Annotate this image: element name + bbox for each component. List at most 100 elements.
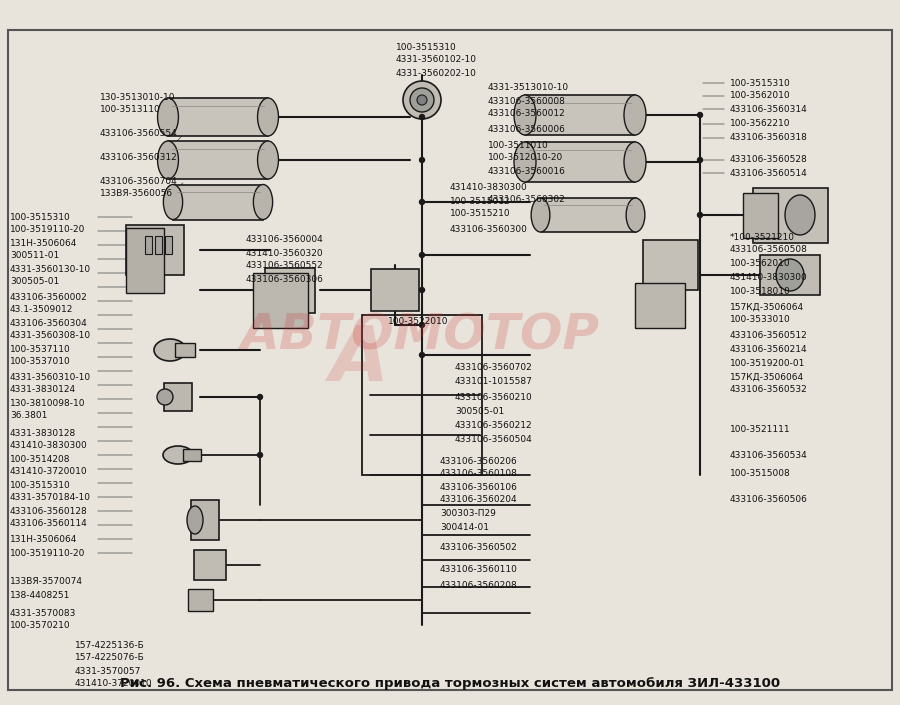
Circle shape <box>698 212 703 218</box>
Text: 100-3515008: 100-3515008 <box>730 469 791 477</box>
Circle shape <box>257 395 263 400</box>
Ellipse shape <box>785 195 815 235</box>
Text: 431410-3560320: 431410-3560320 <box>246 248 324 257</box>
Text: 100-3537010: 100-3537010 <box>10 357 71 367</box>
Bar <box>145 236 151 254</box>
Text: 431410-3830300: 431410-3830300 <box>730 273 808 281</box>
Text: 4331-3570083: 4331-3570083 <box>10 608 76 618</box>
Bar <box>362 315 482 475</box>
Text: 4331-3560202-10: 4331-3560202-10 <box>396 68 477 78</box>
Text: 100-3570210: 100-3570210 <box>10 622 70 630</box>
Text: 433106-3560304: 433106-3560304 <box>10 319 88 328</box>
Text: 100-3518010: 100-3518010 <box>730 286 791 295</box>
Bar <box>187 589 212 611</box>
Text: 433106-3560210: 433106-3560210 <box>455 393 533 402</box>
Text: 100-3519110-20: 100-3519110-20 <box>10 548 86 558</box>
Text: *100-3521210: *100-3521210 <box>730 233 795 242</box>
Text: 100-3562010: 100-3562010 <box>730 259 790 269</box>
Text: 138-4408251: 138-4408251 <box>10 591 70 599</box>
Text: 4331-3513010-10: 4331-3513010-10 <box>488 83 569 92</box>
Ellipse shape <box>154 339 186 361</box>
Text: 157-4225076-Б: 157-4225076-Б <box>75 654 145 663</box>
Text: 133ВЯ-3560056: 133ВЯ-3560056 <box>100 190 173 199</box>
Text: 300303-П29: 300303-П29 <box>440 508 496 517</box>
Text: 4331-3570184-10: 4331-3570184-10 <box>10 493 91 503</box>
Ellipse shape <box>410 88 434 112</box>
Ellipse shape <box>624 142 646 182</box>
Text: 133ВЯ-3570074: 133ВЯ-3570074 <box>10 577 83 587</box>
Ellipse shape <box>187 506 203 534</box>
Text: 130-3513010-10: 130-3513010-10 <box>100 92 176 102</box>
Circle shape <box>419 288 425 293</box>
Text: 433106-3560208: 433106-3560208 <box>440 580 517 589</box>
Ellipse shape <box>157 389 173 405</box>
Bar <box>173 185 263 219</box>
Text: 100-3515210: 100-3515210 <box>450 209 510 219</box>
Circle shape <box>419 252 425 257</box>
Text: 157-4225136-Б: 157-4225136-Б <box>75 641 145 649</box>
Ellipse shape <box>776 259 804 291</box>
Text: 100-3519110-20: 100-3519110-20 <box>10 226 86 235</box>
Text: 433106-3560106: 433106-3560106 <box>440 482 517 491</box>
Text: 43.1-3509012: 43.1-3509012 <box>10 305 74 314</box>
Text: 433106-3560528: 433106-3560528 <box>730 156 808 164</box>
Text: 4331-3560308-10: 4331-3560308-10 <box>10 331 91 341</box>
Text: 433106-3560506: 433106-3560506 <box>730 496 808 505</box>
Ellipse shape <box>163 446 193 464</box>
Bar <box>253 273 308 328</box>
Ellipse shape <box>624 95 646 135</box>
Bar <box>126 228 164 293</box>
Text: 431410-3720010: 431410-3720010 <box>75 680 153 689</box>
Circle shape <box>419 322 425 328</box>
Text: 433106-3560306: 433106-3560306 <box>246 274 324 283</box>
Bar <box>155 236 161 254</box>
Ellipse shape <box>257 98 278 136</box>
Circle shape <box>419 352 425 357</box>
Text: 433106-3560008: 433106-3560008 <box>488 97 566 106</box>
Bar <box>635 283 685 328</box>
Text: 433106-3560214: 433106-3560214 <box>730 345 807 353</box>
Text: 433106-3560508: 433106-3560508 <box>730 245 808 255</box>
Text: 100-3537110: 100-3537110 <box>10 345 71 353</box>
Bar <box>168 141 268 179</box>
Text: 100-3514208: 100-3514208 <box>10 455 70 463</box>
Text: 131Н-3506064: 131Н-3506064 <box>10 238 77 247</box>
Text: 4331-3830128: 4331-3830128 <box>10 429 76 438</box>
Ellipse shape <box>531 198 550 232</box>
Ellipse shape <box>514 95 536 135</box>
Text: 433106-3560504: 433106-3560504 <box>455 434 533 443</box>
Text: 433106-3560006: 433106-3560006 <box>488 125 566 135</box>
Text: 100-3515012: 100-3515012 <box>450 197 510 205</box>
Circle shape <box>698 157 703 162</box>
Text: Рис. 96. Схема пневматического привода тормозных систем автомобиля ЗИЛ-433100: Рис. 96. Схема пневматического привода т… <box>120 677 780 689</box>
Circle shape <box>419 200 425 204</box>
Text: 4331-3830124: 4331-3830124 <box>10 386 76 395</box>
Text: 100-3562210: 100-3562210 <box>730 120 790 128</box>
Text: 100-3515310: 100-3515310 <box>396 42 456 51</box>
Text: 433106-3560004: 433106-3560004 <box>246 235 324 245</box>
Text: 433106-3560312: 433106-3560312 <box>100 152 178 161</box>
Ellipse shape <box>164 185 183 219</box>
Ellipse shape <box>514 142 536 182</box>
Text: 431410-3830300: 431410-3830300 <box>450 183 527 192</box>
Text: А: А <box>330 323 390 397</box>
Circle shape <box>698 113 703 118</box>
Text: 4331-3560102-10: 4331-3560102-10 <box>396 56 477 64</box>
Text: 433106-3560114: 433106-3560114 <box>10 520 88 529</box>
Text: 433106-3560110: 433106-3560110 <box>440 565 517 573</box>
Text: 100-3515310: 100-3515310 <box>10 212 71 221</box>
Text: 157КД-3506064: 157КД-3506064 <box>730 302 804 312</box>
Text: 100-3515310: 100-3515310 <box>730 78 791 87</box>
Text: 130-3810098-10: 130-3810098-10 <box>10 398 86 407</box>
Text: 433106-3560512: 433106-3560512 <box>730 331 808 340</box>
Text: 100-3521111: 100-3521111 <box>730 426 790 434</box>
Ellipse shape <box>254 185 273 219</box>
Bar <box>541 198 635 232</box>
Text: 433106-3560318: 433106-3560318 <box>730 133 808 142</box>
Text: 431410-3720010: 431410-3720010 <box>10 467 87 477</box>
Text: 431410-3830300: 431410-3830300 <box>10 441 88 450</box>
Text: 433106-3560534: 433106-3560534 <box>730 450 808 460</box>
Text: 433106-3560012: 433106-3560012 <box>488 109 566 118</box>
Bar <box>742 192 778 238</box>
Bar <box>164 383 192 411</box>
